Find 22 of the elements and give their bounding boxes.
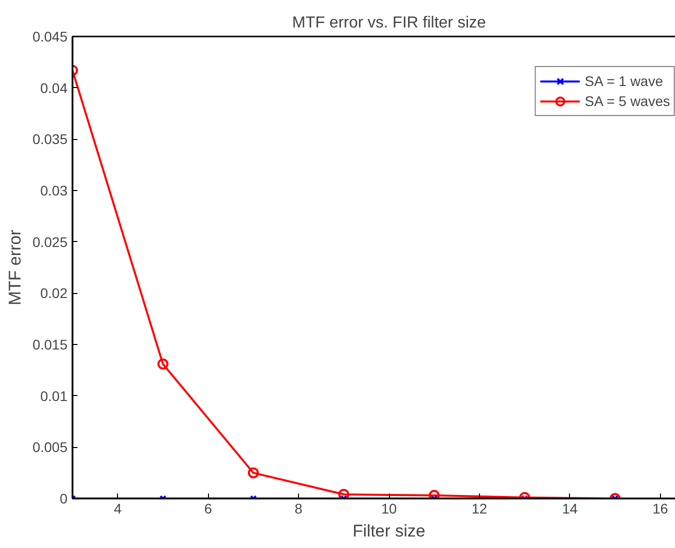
y-tick-label: 0.015 [32, 336, 68, 352]
y-tick-label: 0.01 [40, 388, 68, 404]
x-tick-label: 12 [472, 500, 488, 516]
x-tick-label: 10 [381, 500, 397, 516]
x-tick-label: 14 [562, 500, 578, 516]
y-tick-label: 0.045 [32, 28, 68, 44]
legend-label: SA = 5 waves [584, 93, 670, 109]
x-axis-title: Filter size [352, 522, 426, 540]
y-tick-label: 0.005 [32, 439, 68, 456]
y-tick-label: 0 [60, 490, 68, 506]
y-tick-label: 0.04 [40, 80, 68, 96]
x-tick-label: 6 [204, 500, 212, 516]
y-tick-label: 0.02 [40, 285, 68, 302]
x-tick-label: 16 [652, 500, 668, 516]
y-axis-title: MTF error [5, 229, 24, 306]
chart-title: MTF error vs. FIR filter size [292, 14, 486, 32]
x-tick-label: 8 [294, 500, 303, 516]
x-tick-label: 4 [114, 500, 122, 516]
y-tick-label: 0.025 [32, 234, 68, 250]
legend-label: SA = 1 wave [584, 73, 663, 89]
y-tick-label: 0.035 [32, 131, 68, 148]
y-tick-label: 0.03 [40, 182, 68, 198]
